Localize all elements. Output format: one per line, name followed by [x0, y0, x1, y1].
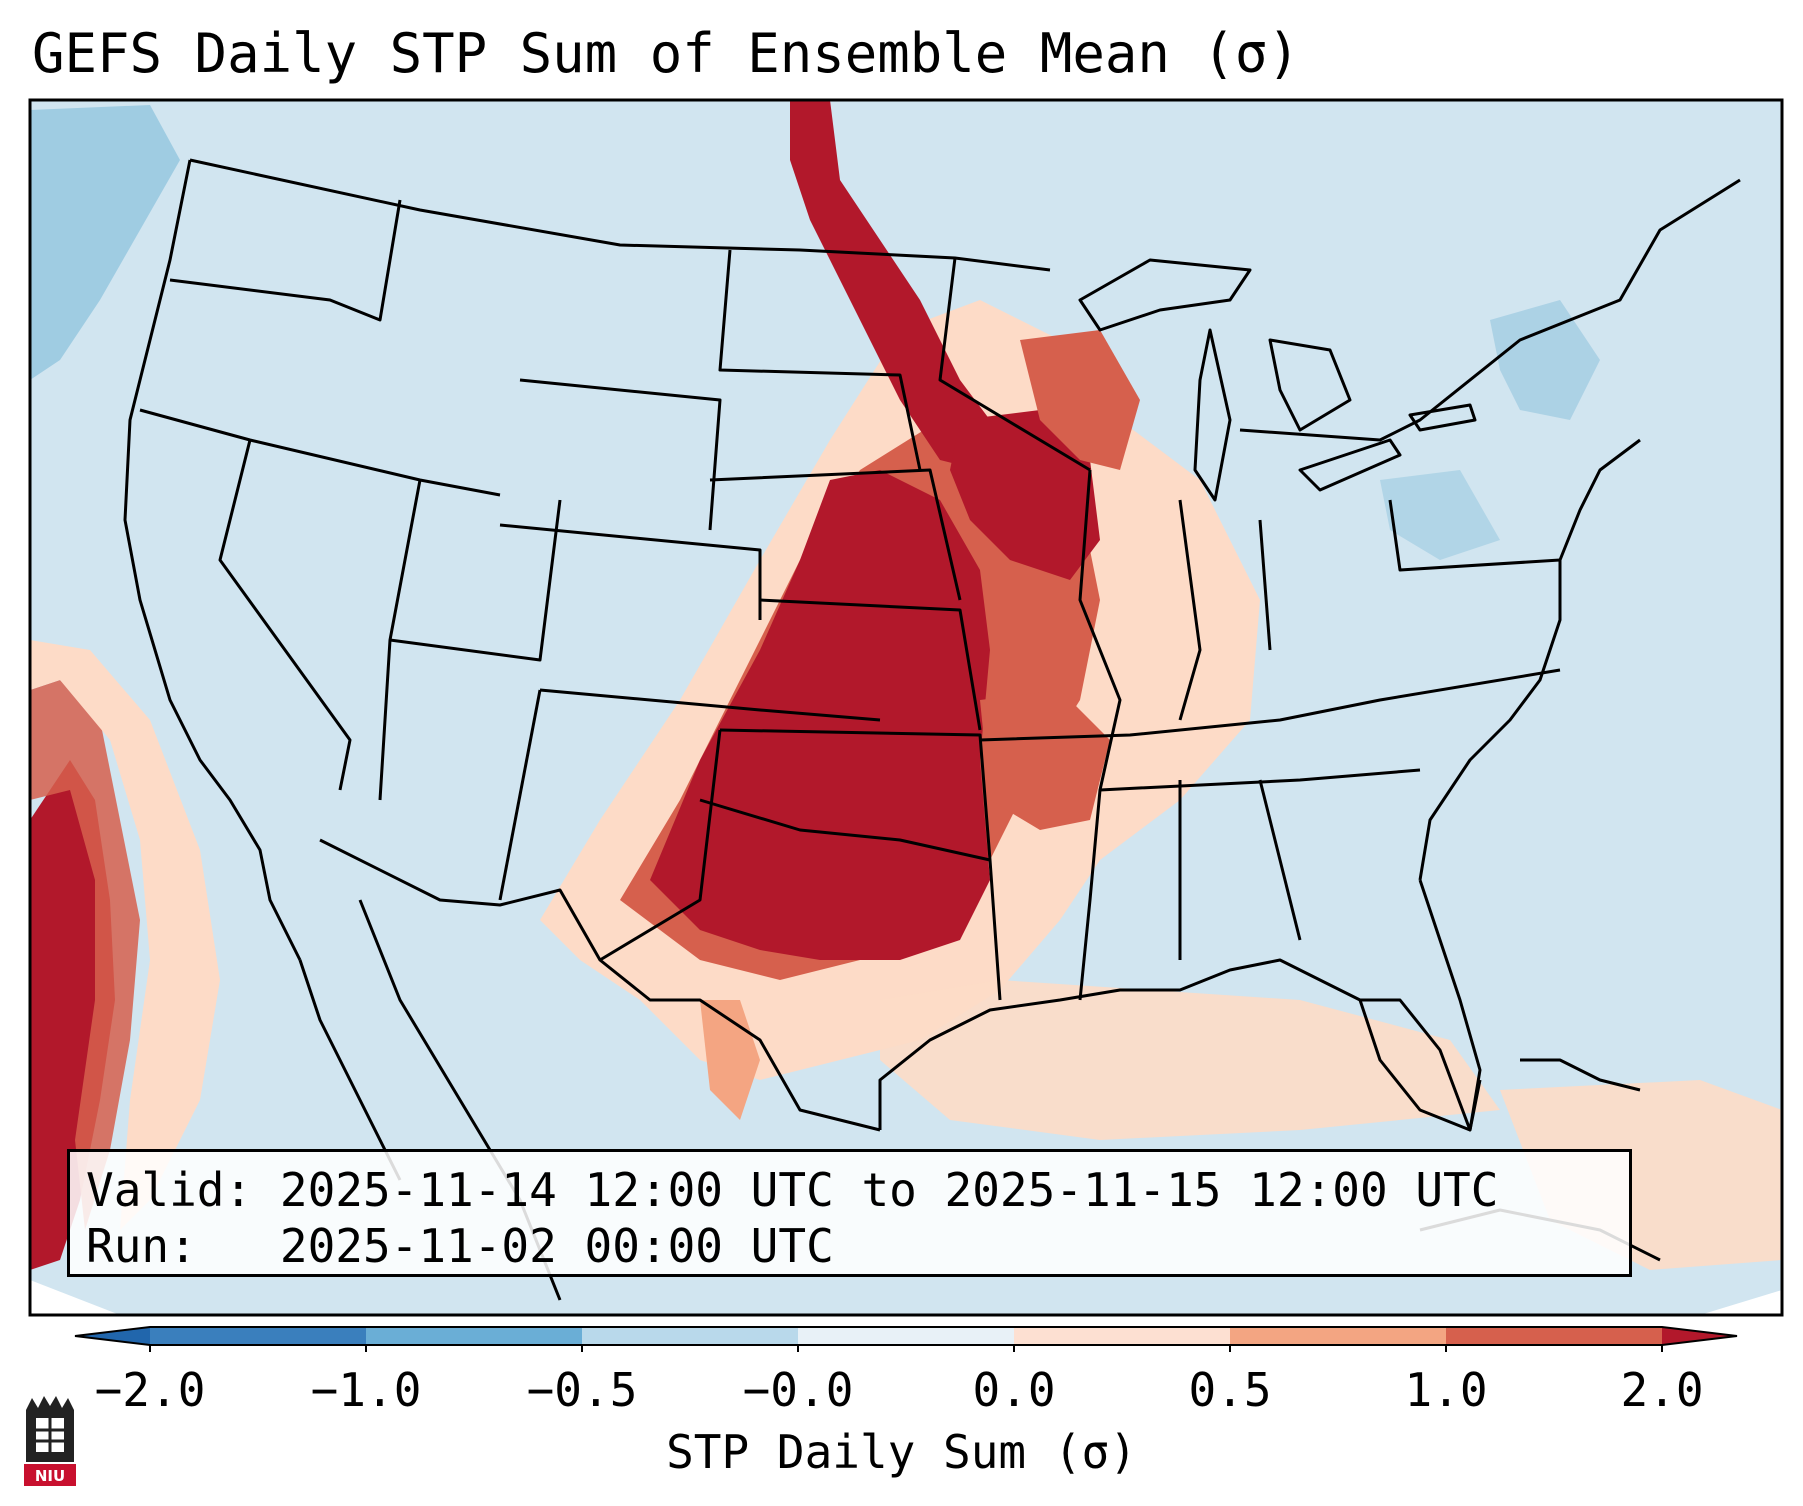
- state-line-p6: [938, 257, 1091, 472]
- state-line-w9: [498, 689, 542, 901]
- colorbar-tick-label: −2.0: [94, 1363, 206, 1417]
- colorbar-segment-5: [1230, 1327, 1446, 1345]
- wisconsin-medium-area: [1020, 330, 1140, 470]
- state-line-m8: [1388, 499, 1561, 572]
- state-line-w2: [169, 199, 402, 322]
- map-frame: [28, 98, 1784, 1317]
- niu-logo: NIU: [24, 1396, 76, 1486]
- lake-erie: [1298, 438, 1402, 492]
- state-line-p2: [709, 468, 962, 601]
- west-coast: [123, 159, 302, 961]
- caribbean-islands: [1520, 1058, 1641, 1092]
- great-lakes-negative-area: [1380, 470, 1500, 560]
- state-line-m4: [1178, 499, 1202, 721]
- colorbar-tick-label: 0.5: [1188, 1363, 1272, 1417]
- us-canada-border: [189, 158, 1051, 272]
- lake-superior: [1078, 258, 1252, 332]
- gulf-coast: [878, 879, 1482, 1132]
- colorbar-segment-0: [150, 1327, 366, 1345]
- pacific-faint-band: [30, 640, 220, 1230]
- pacific-medium-band: [30, 680, 140, 1230]
- state-line-w8: [539, 688, 881, 722]
- logo-text: NIU: [35, 1467, 65, 1485]
- projection-edge-left: [30, 1280, 120, 1315]
- colorbar-segment-4: [1014, 1327, 1230, 1345]
- state-line-w3: [218, 439, 352, 791]
- colorbar-tick-label: −1.0: [310, 1363, 422, 1417]
- colorbar-tick-label: −0.5: [526, 1363, 638, 1417]
- lake-huron: [1268, 338, 1352, 432]
- lake-michigan: [1193, 328, 1232, 502]
- colorbar-tick-label: 0.0: [972, 1363, 1056, 1417]
- ozark-medium-area: [980, 690, 1110, 830]
- state-line-p3: [759, 598, 982, 731]
- colorbar-segment-6: [1446, 1327, 1662, 1345]
- run-value: 2025-11-02 00:00 UTC: [279, 1219, 834, 1273]
- northeast-negative-area: [1490, 300, 1600, 420]
- lake-ontario: [1408, 403, 1477, 432]
- state-line-w5: [389, 499, 562, 662]
- colorbar-segment-2: [582, 1327, 798, 1345]
- gulf-faint-area: [880, 980, 1500, 1140]
- us-mexico-border: [319, 838, 881, 1132]
- pacific-high-band: [30, 760, 115, 1270]
- colorbar-extend-low: [75, 1327, 150, 1345]
- baja-peninsula: [298, 959, 402, 1181]
- state-line-w10: [599, 729, 722, 962]
- state-line-p1: [718, 249, 922, 471]
- state-line-w7: [499, 523, 762, 620]
- state-line-p4: [719, 728, 1002, 1001]
- state-line-w1: [139, 408, 501, 497]
- state-line-m2: [979, 668, 1561, 742]
- state-line-m3: [1099, 768, 1421, 792]
- colorbar-segment-3: [798, 1327, 1014, 1345]
- valid-run-info-box: Valid: 2025-11-14 12:00 UTC to 2025-11-1…: [67, 1149, 1632, 1277]
- pacific-negative-area: [30, 105, 180, 380]
- state-line-m7: [1258, 779, 1302, 941]
- valid-value: 2025-11-14 12:00 UTC to 2025-11-15 12:00…: [279, 1163, 1499, 1217]
- colorbar-tick-label: −0.0: [742, 1363, 854, 1417]
- colorbar: [74, 1326, 1738, 1352]
- colorbar-tick-label: 2.0: [1620, 1363, 1704, 1417]
- colorbar-segment-1: [366, 1327, 582, 1345]
- colorbar-tick-label: 1.0: [1404, 1363, 1488, 1417]
- state-line-m5: [1258, 519, 1272, 651]
- florida: [1360, 998, 1482, 1132]
- map-title: GEFS Daily STP Sum of Ensemble Mean (σ): [32, 22, 1300, 85]
- colorbar-label: STP Daily Sum (σ): [666, 1425, 1137, 1479]
- valid-label: Valid:: [86, 1163, 253, 1217]
- east-coast: [1418, 438, 1641, 881]
- state-line-w6: [519, 378, 722, 531]
- us-canada-border-east: [1239, 178, 1741, 442]
- projection-edge-right: [1700, 1290, 1782, 1315]
- colorbar-extend-high: [1662, 1327, 1737, 1345]
- state-line-m1: [1078, 469, 1122, 1001]
- run-label: Run:: [86, 1219, 197, 1273]
- state-line-p5: [699, 798, 991, 862]
